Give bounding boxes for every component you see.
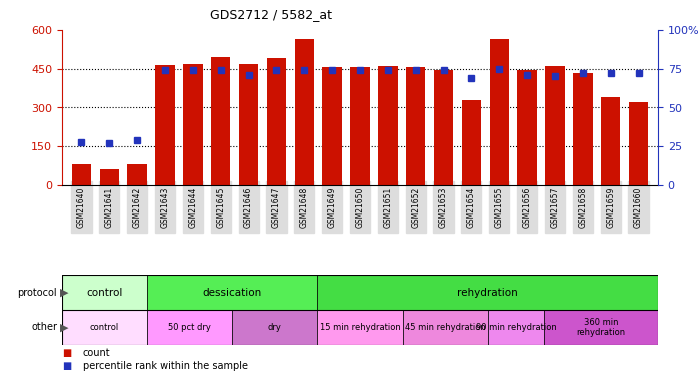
Text: count: count — [83, 348, 110, 358]
Bar — [545, 66, 565, 185]
Bar — [403, 310, 488, 345]
Bar — [128, 164, 147, 185]
Text: control: control — [90, 323, 119, 332]
Bar — [267, 58, 286, 185]
Text: 360 min
rehydration: 360 min rehydration — [577, 318, 626, 337]
Bar — [406, 68, 426, 185]
Bar — [318, 310, 403, 345]
Bar — [461, 100, 481, 185]
Text: 50 pct dry: 50 pct dry — [168, 323, 211, 332]
Bar — [544, 310, 658, 345]
Text: control: control — [87, 288, 123, 297]
Bar — [147, 275, 318, 310]
Text: ▶: ▶ — [60, 288, 68, 297]
Bar — [211, 57, 230, 185]
Text: GDS2712 / 5582_at: GDS2712 / 5582_at — [209, 9, 332, 21]
Bar — [183, 64, 202, 185]
Text: percentile rank within the sample: percentile rank within the sample — [83, 361, 248, 371]
Text: protocol: protocol — [17, 288, 57, 297]
Bar — [62, 275, 147, 310]
Bar — [239, 64, 258, 185]
Bar — [62, 310, 147, 345]
Bar — [488, 310, 544, 345]
Bar — [318, 275, 658, 310]
Bar — [601, 97, 621, 185]
Text: dry: dry — [268, 323, 282, 332]
Bar — [322, 68, 342, 185]
Bar — [378, 66, 398, 185]
Text: 15 min rehydration: 15 min rehydration — [320, 323, 401, 332]
Bar — [147, 310, 232, 345]
Bar — [155, 65, 174, 185]
Bar — [295, 39, 314, 185]
Bar — [350, 67, 370, 185]
Text: ■: ■ — [62, 361, 71, 371]
Text: ▶: ▶ — [60, 322, 68, 333]
Bar — [433, 70, 453, 185]
Text: 45 min rehydration: 45 min rehydration — [405, 323, 486, 332]
Bar — [72, 164, 91, 185]
Bar — [629, 102, 648, 185]
Bar — [489, 39, 509, 185]
Bar — [100, 169, 119, 185]
Text: ■: ■ — [62, 348, 71, 358]
Text: rehydration: rehydration — [457, 288, 518, 297]
Bar — [232, 310, 318, 345]
Text: 90 min rehydration: 90 min rehydration — [476, 323, 556, 332]
Bar — [517, 70, 537, 185]
Bar — [573, 73, 593, 185]
Text: other: other — [31, 322, 57, 333]
Text: dessication: dessication — [202, 288, 262, 297]
